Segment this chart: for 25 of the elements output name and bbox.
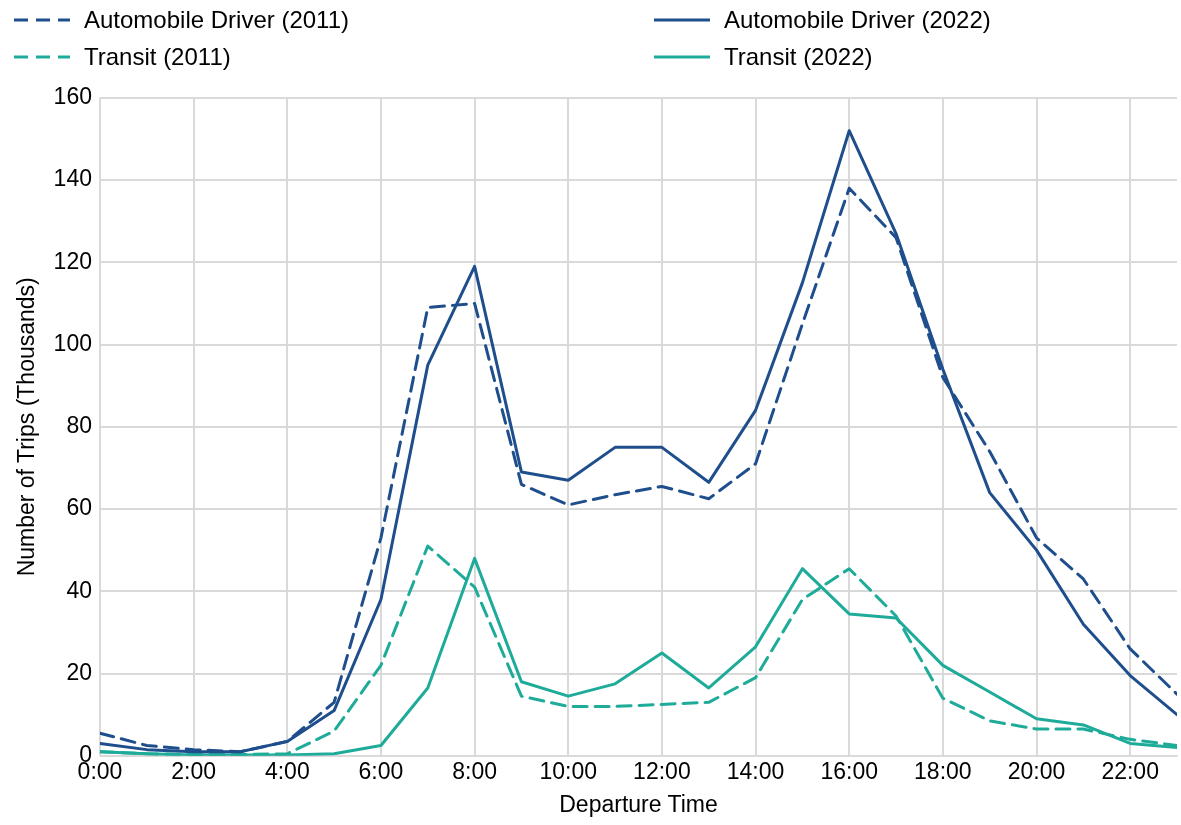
y-tick-label: 60 — [66, 494, 92, 521]
legend-label: Automobile Driver (2022) — [724, 5, 991, 34]
y-tick-label: 80 — [66, 412, 92, 439]
y-tick-label: 20 — [66, 658, 92, 685]
y-tick-label: 40 — [66, 576, 92, 603]
x-tick-label: 10:00 — [539, 757, 598, 784]
x-tick-label: 6:00 — [358, 757, 404, 784]
x-tick-label: 14:00 — [726, 757, 785, 784]
x-tick-label: 18:00 — [914, 757, 972, 784]
x-tick-label: 2:00 — [171, 757, 217, 784]
y-tick-label: 100 — [53, 329, 92, 356]
x-tick-label: 8:00 — [452, 757, 497, 784]
y-tick-label: 140 — [53, 165, 92, 192]
legend-label: Automobile Driver (2011) — [84, 5, 349, 34]
x-tick-label: 20:00 — [1007, 757, 1066, 784]
x-tick-label: 4:00 — [264, 757, 310, 784]
legend-label: Transit (2022) — [724, 42, 873, 71]
x-tick-label: 16:00 — [820, 757, 878, 784]
x-tick-label: 12:00 — [633, 757, 691, 784]
y-tick-label: 120 — [53, 247, 92, 274]
x-axis-title: Departure Time — [559, 790, 718, 817]
legend-label: Transit (2011) — [84, 42, 231, 71]
y-axis-title: Number of Trips (Thousands) — [13, 277, 40, 577]
x-tick-label: 22:00 — [1101, 757, 1159, 784]
y-tick-label: 160 — [53, 83, 92, 110]
